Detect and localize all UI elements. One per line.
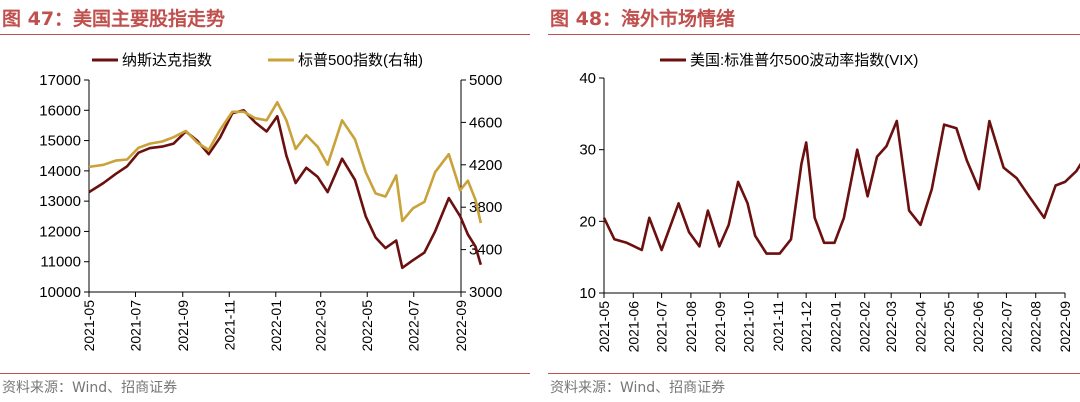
y-tick-label: 16000: [39, 102, 81, 119]
nasdaq-sp500-chart: 10000 11000 12000 13000 14000 15000 16000 17000…: [39, 52, 502, 352]
x-tick-label: 2021-08: [683, 301, 699, 353]
title-rule: [0, 34, 530, 35]
y2-tick-label: 5000: [469, 72, 502, 89]
y-tick-label: 13000: [39, 193, 81, 210]
y-tick-label: 15000: [39, 133, 81, 150]
x-tick-label: 2022-04: [912, 301, 928, 353]
y2-tick-label: 4200: [469, 157, 502, 174]
right-panel: 图 48：海外市场情绪 10 20 30 40 2021-05 2021-06 2021-0…: [548, 0, 1080, 402]
x-tick-label: 2022-07: [406, 300, 422, 352]
source-note: 资料来源：Wind、招商证券: [550, 380, 726, 396]
x-tick-label: 2022-07: [998, 301, 1014, 353]
series-line-2: [88, 101, 483, 224]
x-tick-label: 2021-09: [175, 300, 191, 352]
x-tick-label: 2021-05: [596, 301, 612, 353]
legend-label: 纳斯达克指数: [122, 52, 212, 69]
chart-title: 图 47：美国主要股指走势: [2, 8, 226, 30]
x-tick-label: 2021-11: [770, 301, 786, 352]
x-tick-label: 2021-06: [625, 301, 641, 353]
x-tick-label: 2022-05: [941, 301, 957, 353]
x-tick-label: 2021-05: [81, 300, 97, 352]
source-rule: [548, 373, 1080, 374]
x-tick-label: 2021-07: [128, 300, 144, 352]
y-tick-label: 11000: [40, 254, 81, 271]
left-panel: 图 47：美国主要股指走势 10000 11000 12000 13000 14000 1…: [0, 0, 530, 402]
x-tick-label: 2022-01: [827, 301, 843, 353]
y-tick-label: 10000: [39, 284, 81, 301]
legend-label: 标普500指数(右轴): [298, 52, 423, 69]
x-tick-label: 2021-07: [654, 301, 670, 353]
x-tick-label: 2021-11: [221, 300, 237, 351]
y-tick-label: 17000: [39, 72, 81, 89]
chart-title: 图 48：海外市场情绪: [550, 8, 736, 30]
y2-tick-label: 3800: [469, 199, 502, 216]
x-tick-label: 2022-05: [359, 300, 375, 352]
series-line-1: [602, 119, 1080, 255]
y-tick-label: 10: [579, 285, 596, 302]
y2-tick-label: 4600: [469, 114, 502, 131]
x-tick-label: 2022-09: [453, 300, 469, 352]
title-rule: [548, 34, 1080, 35]
y2-tick-label: 3000: [469, 284, 502, 301]
y-tick-label: 40: [579, 70, 596, 87]
source-note: 资料来源：Wind、招商证券: [2, 380, 178, 396]
x-tick-label: 2022-08: [1028, 301, 1044, 353]
x-tick-label: 2022-09: [1057, 301, 1073, 353]
y-tick-label: 30: [579, 142, 596, 159]
y-tick-label: 14000: [39, 163, 81, 180]
source-rule: [0, 373, 530, 374]
x-tick-label: 2022-02: [857, 301, 873, 353]
x-tick-label: 2022-06: [970, 301, 986, 353]
x-tick-label: 2022-01: [268, 300, 284, 352]
x-tick-label: 2022-03: [883, 301, 899, 353]
vix-chart: 10 20 30 40 2021-05 2021-06 2021-07 2021-08 2021…: [579, 52, 1080, 353]
x-tick-label: 2022-03: [313, 300, 329, 352]
x-tick-label: 2021-12: [798, 301, 814, 353]
x-tick-label: 2021-09: [712, 301, 728, 353]
y-tick-label: 12000: [39, 223, 81, 240]
y-tick-label: 20: [579, 213, 596, 230]
x-tick-label: 2021-10: [741, 301, 757, 353]
legend-label: 美国:标准普尔500波动率指数(VIX): [690, 52, 918, 69]
series-line-1: [88, 109, 483, 270]
